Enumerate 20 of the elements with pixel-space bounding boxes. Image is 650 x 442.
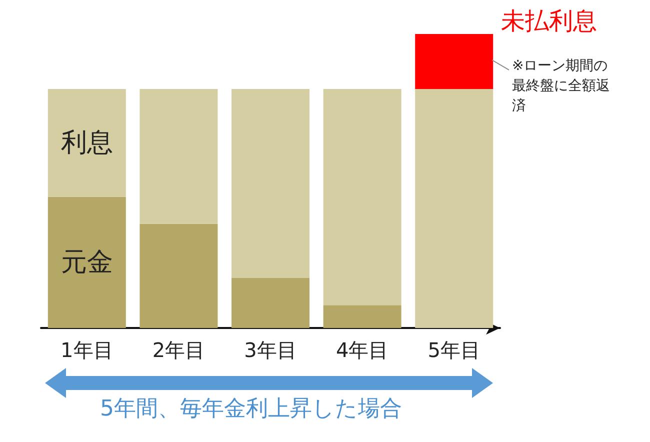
- series-label: 元金: [60, 247, 113, 278]
- x-tick-label: 2年目: [152, 338, 206, 362]
- bar: [232, 278, 310, 328]
- bar: [140, 88, 218, 224]
- bar: [323, 88, 402, 306]
- series-label: 未払利息: [501, 7, 598, 35]
- bar: [415, 34, 494, 89]
- bar: [140, 224, 218, 328]
- text: 5年間、毎年金利上昇した場合: [100, 396, 402, 422]
- series-label: 利息: [60, 128, 113, 158]
- bar: [232, 88, 310, 278]
- x-tick-label: 4年目: [336, 338, 389, 362]
- x-tick-label: 5年目: [428, 338, 480, 362]
- bar: [48, 88, 126, 197]
- x-tick-label: 3年目: [244, 338, 297, 362]
- text: ※ローン期間の最終盤に全額返済: [512, 58, 610, 114]
- x-tick-label: 1年目: [60, 338, 114, 362]
- bar: [415, 88, 494, 328]
- bar: [48, 196, 126, 328]
- bar: [323, 305, 402, 328]
